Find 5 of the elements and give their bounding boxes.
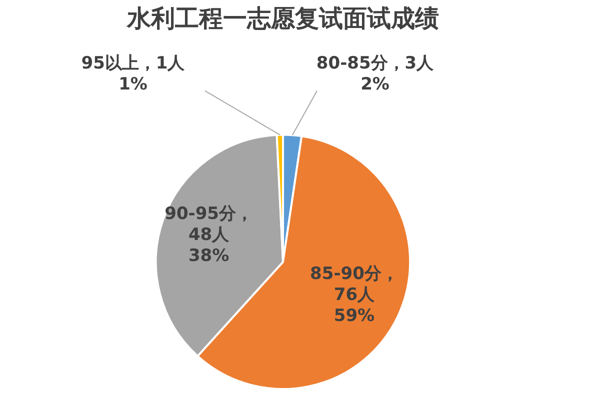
chart-title: 水利工程一志愿复试面试成绩	[126, 4, 439, 33]
slice-label: 80-85分，3人 2%	[316, 54, 435, 95]
slice-label: 90-95分， 48人 38%	[164, 204, 253, 266]
slice-label: 85-90分， 76人 59%	[310, 264, 398, 326]
slice-label: 95以上，1人 1%	[81, 54, 186, 95]
